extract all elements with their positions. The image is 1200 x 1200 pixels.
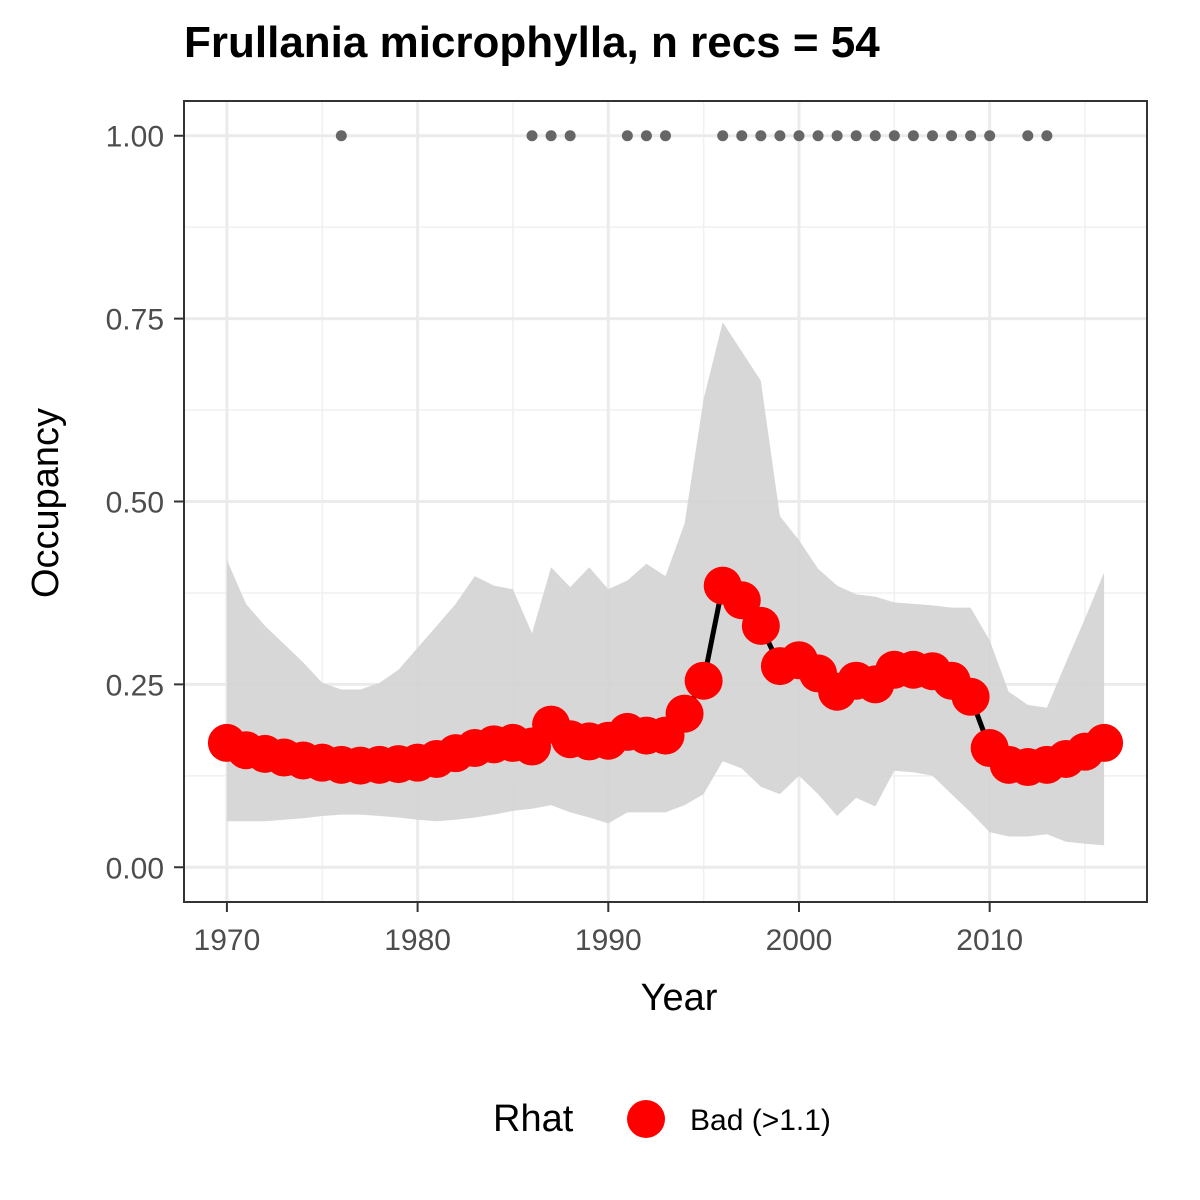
record-year-point: [621, 130, 633, 142]
record-year-point: [717, 130, 729, 142]
record-year-point: [526, 130, 538, 142]
chart-title: Frullania microphylla, n recs = 54: [184, 18, 880, 67]
occupancy-point: [951, 677, 990, 716]
record-year-point: [907, 130, 919, 142]
record-year-point: [1022, 130, 1034, 142]
occupancy-chart: 1970 1980 1990 2000 2010 0.00 0.25 0.50 0.75 1.00…: [25, 100, 1148, 1019]
record-year-point: [660, 130, 671, 142]
occupancy-point: [684, 661, 723, 700]
x-tick-label: 2010: [956, 924, 1023, 957]
record-year-point: [640, 130, 652, 142]
y-axis-title: Occupancy: [25, 408, 67, 598]
record-year-point: [755, 130, 767, 142]
axes: 1970 1980 1990 2000 2010 0.00 0.25 0.50 0.75 1.00: [106, 121, 1023, 957]
x-tick-label: 1990: [575, 924, 642, 957]
occupancy-points: [207, 566, 1124, 787]
record-year-point: [812, 130, 824, 142]
credible-interval-ribbon: [226, 322, 1105, 846]
legend-key-red-dot: [627, 1100, 665, 1138]
y-tick-label: 0.75: [106, 304, 164, 337]
occupancy-point: [665, 694, 704, 733]
x-tick-label: 2000: [766, 924, 833, 957]
y-tick-label: 0.25: [106, 669, 164, 702]
record-year-point: [946, 130, 958, 142]
x-tick-label: 1980: [384, 924, 451, 957]
record-year-point: [564, 130, 576, 142]
record-year-point: [965, 130, 977, 142]
y-tick-label: 1.00: [106, 121, 164, 154]
legend-label: Bad (>1.1): [690, 1104, 831, 1137]
record-year-point: [831, 130, 843, 142]
record-year-point: [850, 130, 862, 142]
x-tick-label: 1970: [194, 924, 261, 957]
record-year-point: [926, 130, 938, 142]
occupancy-point: [741, 606, 780, 645]
legend-title: Rhat: [493, 1098, 574, 1140]
record-year-point: [793, 130, 805, 142]
record-year-point: [1041, 130, 1053, 142]
record-year-point: [736, 130, 748, 142]
record-year-points: [335, 130, 1053, 142]
x-axis-title: Year: [641, 977, 718, 1019]
y-tick-label: 0.50: [106, 487, 164, 520]
record-year-point: [774, 130, 786, 142]
record-year-point: [335, 130, 347, 142]
y-tick-label: 0.00: [106, 852, 164, 885]
occupancy-point: [1085, 723, 1124, 762]
record-year-point: [545, 130, 557, 142]
record-year-point: [984, 130, 996, 142]
legend: Rhat Bad (>1.1): [0, 1090, 1200, 1150]
record-year-point: [869, 130, 881, 142]
credible-interval-band: [226, 322, 1105, 846]
record-year-point: [888, 130, 900, 142]
